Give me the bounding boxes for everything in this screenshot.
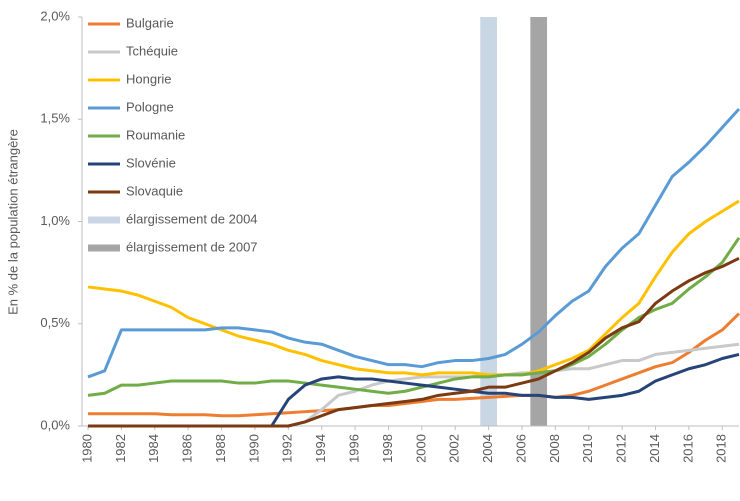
series-line (87, 108, 740, 379)
x-tick-label: 1986 (180, 434, 195, 463)
x-tick-label: 2014 (647, 434, 662, 463)
y-axis-label: En % de la population étrangère (5, 129, 20, 315)
y-tick-label: 2,0% (40, 8, 70, 23)
x-tick-label: 2000 (413, 434, 428, 463)
x-tick-label: 1980 (79, 434, 94, 463)
x-tick-label: 1996 (347, 434, 362, 463)
legend-label: Bulgarie (126, 15, 174, 30)
series-line (87, 199, 740, 377)
x-tick-label: 1984 (146, 434, 161, 463)
legend-label: élargissement de 2007 (126, 239, 258, 254)
legend-label: Tchéquie (126, 43, 178, 58)
x-tick-label: 1982 (113, 434, 128, 463)
x-tick-label: 1992 (280, 434, 295, 463)
enlargement-band (530, 17, 548, 426)
x-tick-label: 2016 (680, 434, 695, 463)
x-tick-label: 1994 (313, 434, 328, 463)
series-line (88, 312, 740, 418)
x-tick-label: 1998 (380, 434, 395, 463)
y-tick-label: 1,5% (40, 111, 70, 126)
x-tick-label: 1988 (213, 434, 228, 463)
legend-label: Roumanie (126, 127, 185, 142)
series-line (88, 256, 740, 428)
y-tick-label: 0,0% (40, 417, 70, 432)
x-tick-label: 2002 (447, 434, 462, 463)
legend-label: Slovaquie (126, 183, 183, 198)
x-tick-label: 2006 (513, 434, 528, 463)
x-tick-label: 2010 (580, 434, 595, 463)
legend-label: Hongrie (126, 71, 172, 86)
legend-label: Pologne (126, 99, 174, 114)
x-tick-label: 2004 (480, 434, 495, 463)
y-tick-label: 0,5% (40, 315, 70, 330)
legend-label: Slovénie (126, 155, 176, 170)
x-tick-label: 2018 (714, 434, 729, 463)
x-tick-label: 2012 (614, 434, 629, 463)
enlargement-band (480, 17, 497, 426)
x-tick-label: 1990 (246, 434, 261, 463)
y-tick-label: 1,0% (40, 213, 70, 228)
legend-label: élargissement de 2004 (126, 211, 258, 226)
x-tick-label: 2008 (547, 434, 562, 463)
